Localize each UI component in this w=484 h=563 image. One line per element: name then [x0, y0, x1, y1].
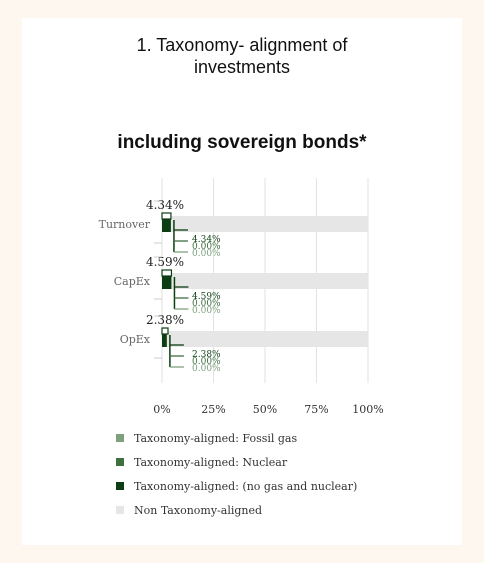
bar-aligned — [162, 331, 167, 347]
total-marker — [161, 212, 172, 220]
detail-label: 4.59% — [192, 292, 221, 302]
legend-label: Taxonomy-aligned: (no gas and nuclear) — [134, 479, 358, 493]
legend-label: Taxonomy-aligned: Fossil gas — [134, 431, 298, 445]
total-label: 2.38% — [146, 313, 184, 327]
x-tick-label: 50% — [253, 403, 277, 416]
detail-label: 0.00% — [192, 364, 221, 374]
bar-aligned — [162, 216, 171, 232]
bar-chart: 0% 25% 50% 75% 100%4.34%Turnover4.34%0.00%0.… — [99, 178, 384, 416]
category-label: OpEx — [120, 333, 151, 346]
detail-label: 0.00% — [192, 249, 221, 259]
x-tick-label: 25% — [201, 403, 225, 416]
total-label: 4.59% — [146, 255, 184, 269]
chart-panel: 1. Taxonomy- alignment of investments in… — [22, 18, 462, 545]
legend-item-fossil-gas: Taxonomy-aligned: Fossil gas — [116, 426, 357, 450]
detail-label: 0.00% — [192, 306, 221, 316]
bar-non-aligned — [166, 331, 368, 347]
detail-label: 2.38% — [192, 350, 221, 360]
legend-swatch — [116, 482, 124, 490]
total-marker — [161, 327, 169, 335]
bar-non-aligned — [171, 273, 368, 289]
legend-item-nuclear: Taxonomy-aligned: Nuclear — [116, 450, 357, 474]
detail-label: 0.00% — [192, 299, 221, 309]
legend-item-non-aligned: Non Taxonomy-aligned — [116, 498, 357, 522]
legend-label: Taxonomy-aligned: Nuclear — [134, 455, 288, 469]
total-label: 4.34% — [146, 198, 184, 212]
total-marker — [161, 269, 173, 277]
category-label: CapEx — [114, 275, 151, 288]
chart-legend: Taxonomy-aligned: Fossil gas Taxonomy-al… — [116, 426, 357, 522]
legend-swatch — [116, 458, 124, 466]
x-tick-label: 75% — [304, 403, 328, 416]
bar-non-aligned — [170, 216, 368, 232]
legend-label: Non Taxonomy-aligned — [134, 503, 263, 517]
chart-title: 1. Taxonomy- alignment of investments — [136, 35, 348, 77]
detail-label: 0.00% — [192, 242, 221, 252]
category-label: Turnover — [99, 218, 151, 231]
bar-aligned — [162, 273, 172, 289]
x-tick-label: 0% — [153, 403, 170, 416]
detail-label: 0.00% — [192, 357, 221, 367]
legend-swatch — [116, 434, 124, 442]
x-tick-label: 100% — [352, 403, 383, 416]
chart-subtitle: including sovereign bonds* — [117, 132, 367, 153]
legend-item-no-gas-nuclear: Taxonomy-aligned: (no gas and nuclear) — [116, 474, 357, 498]
legend-swatch — [116, 506, 124, 514]
detail-label: 4.34% — [192, 235, 221, 245]
